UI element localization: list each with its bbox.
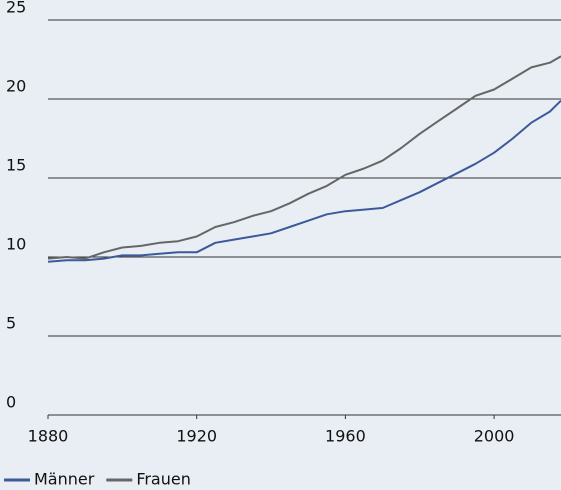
line-series <box>47 55 561 260</box>
y-tick-label: 0 <box>6 393 16 412</box>
x-tick-label: 1960 <box>325 427 366 446</box>
y-tick-label: 10 <box>6 235 26 254</box>
y-tick-label: 25 <box>6 0 26 17</box>
legend-label: Männer <box>34 470 95 489</box>
y-tick-label: 20 <box>6 77 26 96</box>
y-tick-label: 5 <box>6 314 16 333</box>
x-tick-label: 2000 <box>474 427 515 446</box>
y-tick-label: 15 <box>6 156 26 175</box>
line-series <box>47 99 561 263</box>
x-tick-label: 1880 <box>28 427 69 446</box>
legend-label: Frauen <box>136 470 191 489</box>
x-tick-label: 1920 <box>176 427 217 446</box>
